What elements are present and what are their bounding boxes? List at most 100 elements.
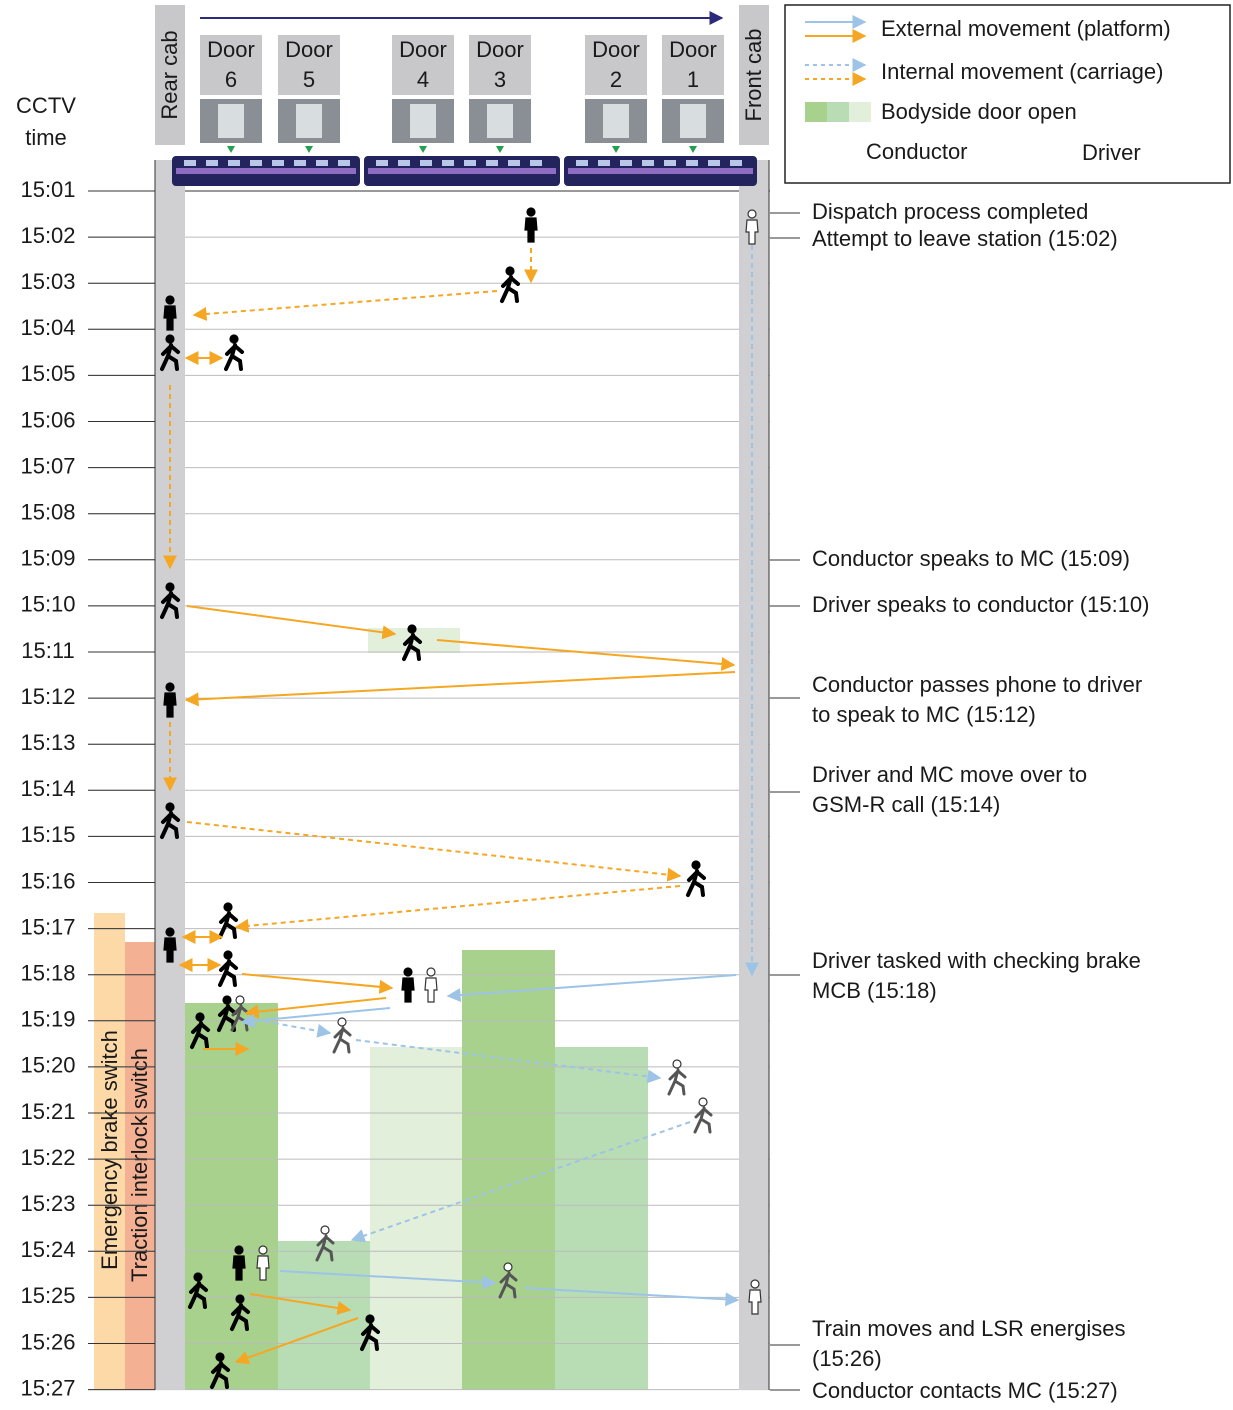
train-window	[376, 160, 388, 166]
body	[210, 1361, 230, 1389]
cctv-still-detail	[603, 104, 629, 138]
door-label-box	[469, 35, 531, 95]
front-cab-band	[739, 160, 769, 1390]
side-label: Emergency brake switch	[97, 1030, 122, 1270]
time-header: time	[25, 125, 67, 150]
head	[165, 682, 175, 692]
head	[165, 295, 175, 305]
conductor	[360, 1314, 380, 1351]
conductor	[402, 624, 422, 661]
conductor	[160, 334, 180, 371]
legend-text: External movement (platform)	[881, 16, 1171, 41]
head	[165, 334, 175, 344]
door-label-box	[392, 35, 454, 95]
movement-arrow	[355, 1039, 662, 1084]
emergency-brake-bar	[94, 913, 125, 1390]
train-window	[730, 160, 742, 166]
cab-label-box	[739, 5, 769, 145]
body	[163, 305, 177, 331]
train-window	[530, 160, 542, 166]
head	[258, 1245, 268, 1255]
head	[503, 1262, 513, 1272]
cab-label: Rear cab	[157, 30, 182, 119]
head	[747, 209, 757, 219]
legend-text: Bodyside door open	[881, 99, 1077, 124]
head	[698, 1097, 708, 1107]
movement-arrow	[240, 1007, 391, 1028]
body	[500, 275, 520, 303]
door-label-box	[662, 35, 724, 95]
door-label: Door	[476, 37, 524, 62]
movement-arrow	[279, 1270, 497, 1290]
driver	[256, 1245, 270, 1281]
train-stripe	[568, 168, 753, 174]
door-label: Door	[285, 37, 333, 62]
time-label: 15:05	[20, 361, 75, 386]
time-label: 15:04	[20, 315, 75, 340]
event-text: Conductor speaks to MC (15:09)	[812, 546, 1130, 571]
door-marker	[612, 146, 620, 153]
side-label: Traction interlock switch	[127, 1048, 152, 1282]
time-label: 15:06	[20, 407, 75, 432]
train-window	[294, 160, 306, 166]
movement-arrow	[234, 1317, 359, 1365]
train-window	[620, 160, 632, 166]
head	[672, 1059, 682, 1069]
time-label: 15:24	[20, 1237, 75, 1262]
door-marker	[227, 146, 235, 153]
body	[232, 1255, 246, 1281]
movement-arrow	[350, 1121, 691, 1243]
movement-arrow	[249, 1293, 352, 1315]
door-open-region	[185, 1003, 278, 1390]
body	[188, 1281, 208, 1309]
body	[332, 1026, 352, 1054]
time-label: 15:25	[20, 1283, 75, 1308]
driver	[498, 1262, 518, 1299]
cab-label: Front cab	[741, 29, 766, 122]
train-window	[576, 160, 588, 166]
door-open-region	[278, 1241, 370, 1390]
legend-swatch	[805, 102, 827, 122]
legend-swatch	[849, 102, 871, 122]
body	[498, 1271, 518, 1299]
train-stripe	[176, 168, 356, 174]
time-label: 15:17	[20, 914, 75, 939]
body	[693, 1106, 713, 1134]
conductor	[188, 1272, 208, 1309]
door-marker	[689, 146, 697, 153]
time-label: 15:23	[20, 1191, 75, 1216]
conductor	[160, 802, 180, 839]
train-window	[250, 160, 262, 166]
legend-text: Conductor	[866, 139, 968, 164]
conductor	[218, 902, 238, 939]
driver	[693, 1097, 713, 1134]
driver	[315, 1225, 335, 1262]
body	[524, 217, 538, 243]
door-open-region	[462, 950, 555, 1390]
conductor	[401, 967, 415, 1003]
body	[745, 219, 759, 245]
train-window	[598, 160, 610, 166]
head	[407, 624, 417, 634]
driver	[667, 1059, 687, 1096]
traction-interlock-bar	[125, 942, 155, 1390]
time-label: 15:07	[20, 453, 75, 478]
conductor	[218, 950, 238, 987]
body	[163, 937, 177, 963]
event-text: to speak to MC (15:12)	[812, 702, 1036, 727]
movement-arrow	[524, 1287, 740, 1307]
conductor	[217, 995, 237, 1032]
legend-text: Driver	[1082, 140, 1141, 165]
time-label: 15:27	[20, 1375, 75, 1400]
body	[424, 977, 438, 1003]
head	[193, 1272, 203, 1282]
body	[160, 343, 180, 371]
head	[365, 1314, 375, 1324]
body	[218, 911, 238, 939]
movement-arrow	[186, 605, 397, 640]
time-label: 15:08	[20, 500, 75, 525]
event-text: Dispatch process completed	[812, 199, 1088, 224]
event-text: Driver and MC move over to	[812, 762, 1087, 787]
time-label: 15:11	[21, 638, 74, 663]
